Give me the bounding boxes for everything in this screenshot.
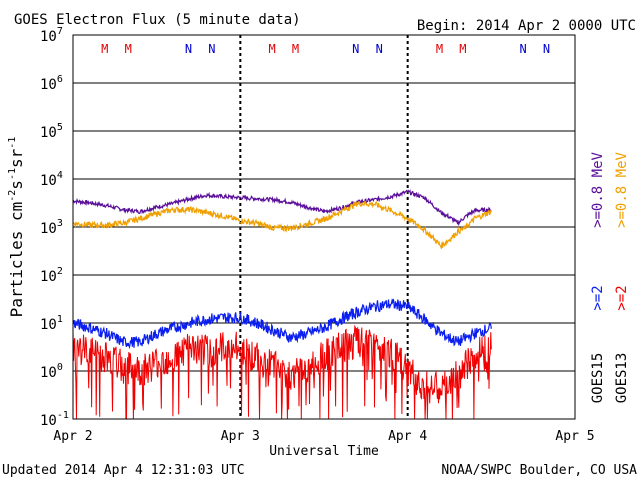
legend-goes15-2mev: >=2 (590, 285, 606, 310)
marker-n-7: N (376, 42, 383, 56)
marker-n-2: N (185, 42, 192, 56)
ytick-1e1: 101 (40, 314, 63, 333)
marker-n-11: N (543, 42, 550, 56)
marker-n-10: N (520, 42, 527, 56)
ytick-1e4: 104 (40, 170, 63, 189)
legend-goes13-08mev: >=0.8 MeV (614, 152, 630, 228)
legend-08mev: >=0.8 MeV >=0.8 MeV (590, 152, 630, 228)
series-goes13-0-8-mev (72, 200, 492, 249)
ytick-1e3: 103 (40, 218, 63, 237)
ytick-1e2: 102 (40, 266, 63, 285)
legend-goes15: GOES15 (590, 353, 606, 404)
marker-m-1: M (125, 42, 132, 56)
xtick-apr-4: Apr 4 (388, 429, 427, 444)
ytick-1e6: 106 (40, 74, 63, 93)
legend-2mev: >=2 >=2 (590, 285, 630, 310)
ytick-1e7: 107 (40, 26, 63, 45)
day-boundaries (239, 35, 409, 419)
x-axis-label: Universal Time (269, 444, 379, 459)
series-goes15-2-mev (72, 298, 492, 350)
ytick-1e-1: 10-1 (40, 410, 69, 429)
marker-m-4: M (269, 42, 276, 56)
marker-m-9: M (459, 42, 466, 56)
ytick-1e5: 105 (40, 122, 63, 141)
xtick-apr-2: Apr 2 (53, 429, 92, 444)
legend-goes13: GOES13 (614, 353, 630, 404)
y-tick-labels: 10-1 100 101 102 103 104 105 106 107 (40, 26, 69, 429)
plot-frame (72, 34, 576, 420)
legend-goes15-08mev: >=0.8 MeV (590, 152, 606, 228)
source-credit: NOAA/SWPC Boulder, CO USA (441, 463, 637, 478)
begin-date: Begin: 2014 Apr 2 0000 UTC (417, 18, 636, 34)
data-series (72, 189, 492, 420)
updated-timestamp: Updated 2014 Apr 4 12:31:03 UTC (2, 463, 245, 478)
legend-satellites: GOES15 GOES13 (590, 353, 630, 404)
legend-goes13-2mev: >=2 (614, 285, 630, 310)
x-tick-labels: Apr 2 Apr 3 Apr 4 Apr 5 (53, 429, 594, 444)
marker-n-6: N (352, 42, 359, 56)
series-goes13-2-mev (72, 324, 492, 420)
y-axis-label: Particles cm-2s-1sr-1 (7, 137, 26, 318)
xtick-apr-3: Apr 3 (221, 429, 260, 444)
marker-m-0: M (101, 42, 108, 56)
xtick-apr-5: Apr 5 (555, 429, 594, 444)
marker-n-3: N (208, 42, 215, 56)
series-goes15-0-8-mev (72, 189, 492, 227)
marker-m-5: M (292, 42, 299, 56)
ytick-1e0: 100 (40, 362, 63, 381)
marker-m-8: M (436, 42, 443, 56)
chart-title: GOES Electron Flux (5 minute data) (14, 12, 301, 28)
